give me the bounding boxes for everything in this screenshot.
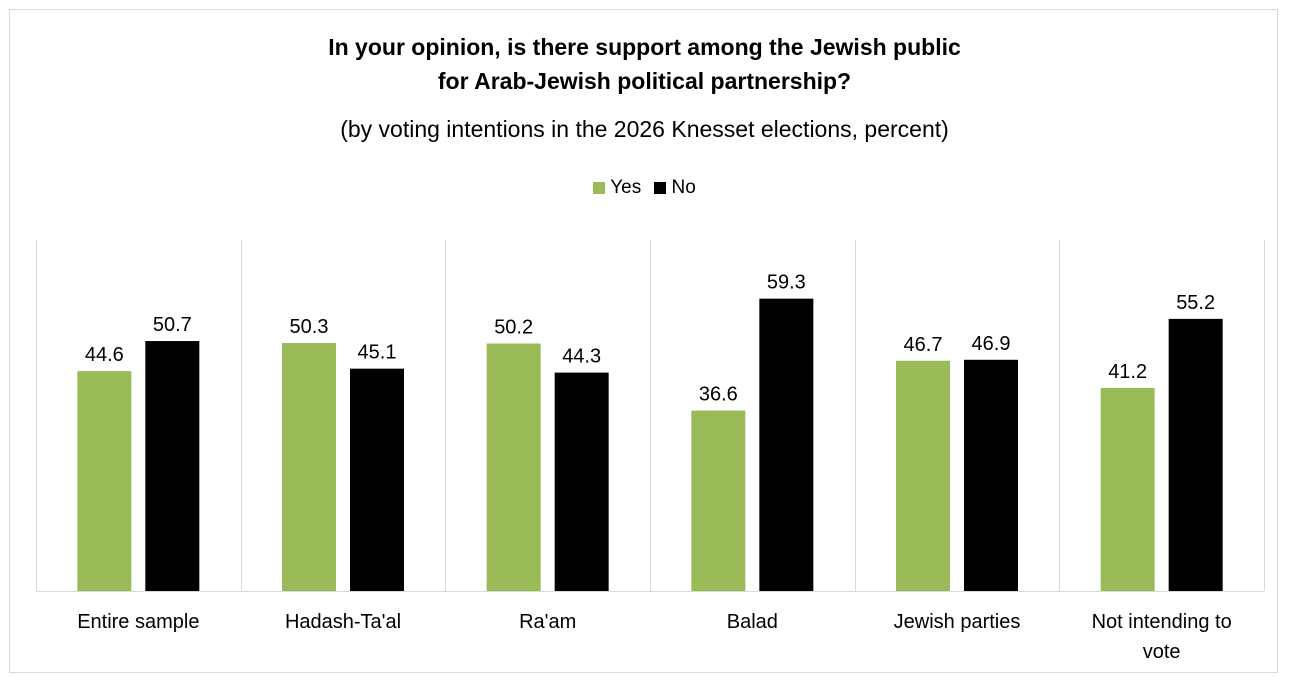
bar-no [964,359,1018,591]
bar-yes [691,410,746,591]
data-label-yes: 41.2 [1108,361,1147,383]
data-label-yes: 50.2 [494,317,533,339]
legend-swatch-no [654,182,667,194]
data-label-no: 44.3 [562,346,601,368]
chart-title-line-2: for Arab-Jewish political partnership? [437,68,852,94]
data-label-yes: 46.7 [904,334,943,356]
bar-no [145,341,200,591]
bar-no [554,372,609,591]
data-label-no: 46.9 [972,333,1011,355]
bar-yes [282,343,336,591]
legend-label-yes: Yes [610,177,642,198]
chart-subtitle: (by voting intentions in the 2026 Knesse… [340,116,949,142]
legend-item-yes: Yes [593,176,641,200]
chart-frame [9,9,1278,673]
bar-yes [896,360,950,591]
legend-label-no: No [671,177,696,198]
data-label-no: 55.2 [1176,292,1215,314]
category-label: Hadash-Ta'al [285,611,401,633]
data-label-yes: 50.3 [290,316,329,338]
legend-swatch-yes [593,182,606,194]
data-label-no: 59.3 [767,272,806,294]
bar-no [759,298,814,591]
bar-no [350,368,404,591]
data-label-no: 50.7 [153,314,192,336]
category-label: Ra'am [519,611,576,633]
bar-no [1168,318,1223,591]
category-label: Jewish parties [894,611,1021,633]
category-label: Entire sample [77,611,199,633]
bar-yes [1100,387,1155,591]
data-label-no: 45.1 [358,342,397,364]
chart-title: In your opinion, is there support among … [0,30,1289,98]
legend-item-no: No [654,176,696,200]
category-label: Balad [727,611,778,633]
data-label-yes: 44.6 [85,344,124,366]
chart-legend: Yes No [0,176,1289,201]
bar-yes [77,371,132,591]
chart-title-line-1: In your opinion, is there support among … [328,34,961,60]
data-label-yes: 36.6 [699,384,738,406]
category-label: Not intending to vote [1092,611,1232,663]
bar-yes [486,343,541,591]
